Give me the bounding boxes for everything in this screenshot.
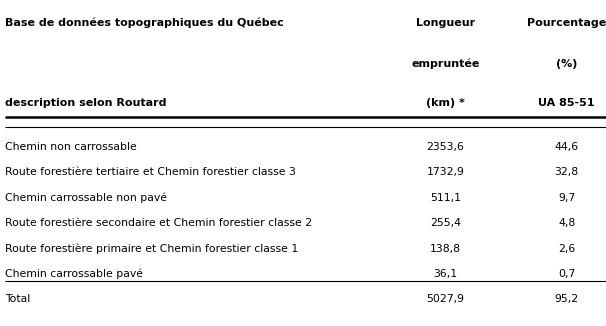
Text: (%): (%) [556,59,578,69]
Text: 4,8: 4,8 [558,218,575,228]
Text: Route forestière tertiaire et Chemin forestier classe 3: Route forestière tertiaire et Chemin for… [5,167,296,177]
Text: 138,8: 138,8 [430,244,461,254]
Text: 255,4: 255,4 [430,218,461,228]
Text: 511,1: 511,1 [430,193,461,203]
Text: Route forestière secondaire et Chemin forestier classe 2: Route forestière secondaire et Chemin fo… [5,218,312,228]
Text: 2,6: 2,6 [558,244,575,254]
Text: Longueur: Longueur [416,18,475,28]
Text: 0,7: 0,7 [558,269,575,279]
Text: description selon Routard: description selon Routard [5,98,167,108]
Text: 1732,9: 1732,9 [427,167,464,177]
Text: 9,7: 9,7 [558,193,575,203]
Text: Pourcentage: Pourcentage [527,18,606,28]
Text: Total: Total [5,294,30,304]
Text: Route forestière primaire et Chemin forestier classe 1: Route forestière primaire et Chemin fore… [5,244,298,254]
Text: 95,2: 95,2 [554,294,579,304]
Text: 36,1: 36,1 [433,269,458,279]
Text: Base de données topographiques du Québec: Base de données topographiques du Québec [5,18,284,28]
Text: Chemin non carrossable: Chemin non carrossable [5,142,136,152]
Text: Chemin carrossable pavé: Chemin carrossable pavé [5,269,143,279]
Text: (km) *: (km) * [426,98,465,108]
Text: Chemin carrossable non pavé: Chemin carrossable non pavé [5,193,167,203]
Text: 44,6: 44,6 [554,142,579,152]
Text: 2353,6: 2353,6 [427,142,464,152]
Text: UA 85-51: UA 85-51 [538,98,595,108]
Text: 5027,9: 5027,9 [427,294,464,304]
Text: empruntée: empruntée [411,59,479,69]
Text: 32,8: 32,8 [554,167,579,177]
